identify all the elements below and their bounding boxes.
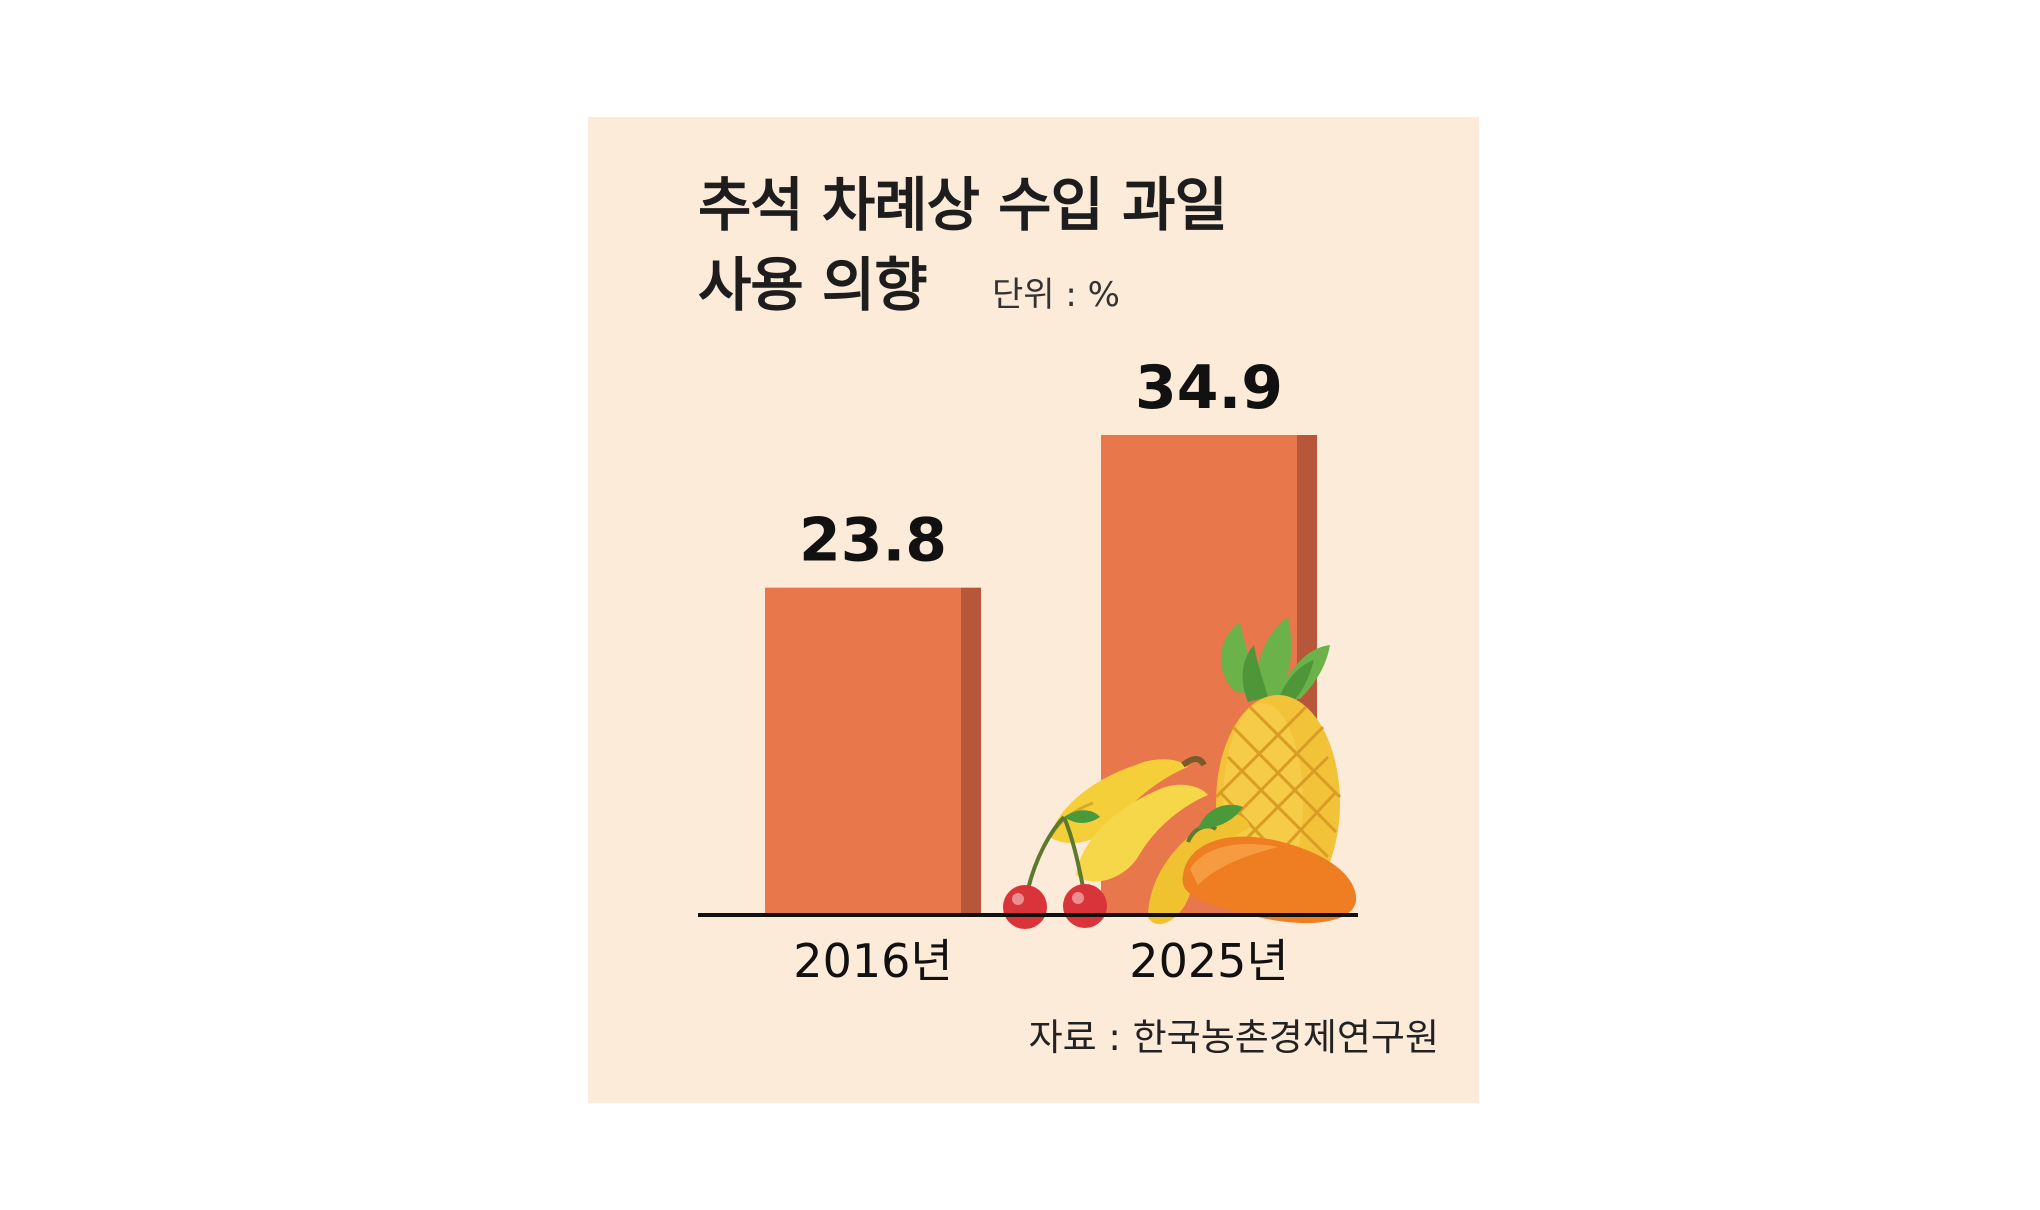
source-note: 자료 : 한국농촌경제연구원 [1028, 1016, 1439, 1059]
bar-side-0 [961, 587, 981, 915]
value-label-0: 23.8 [799, 506, 947, 576]
chart-card: 추석 차례상 수입 과일 사용 의향 단위 : % [588, 117, 1479, 1103]
fruit-illustration [1003, 617, 1357, 929]
value-labels: 23.8 34.9 [799, 353, 1283, 576]
chart-title-line-1: 추석 차례상 수입 과일 [698, 171, 1228, 239]
unit-label: 단위 : % [992, 275, 1120, 315]
bar-0 [765, 587, 961, 915]
x-tick-label-1: 2025년 [1129, 934, 1288, 988]
bar-chart: 2016년 2025년 23.8 34.9 [698, 353, 1358, 988]
chart-title-line-2: 사용 의향 [698, 251, 928, 319]
x-tick-label-0: 2016년 [793, 934, 952, 988]
value-label-1: 34.9 [1135, 353, 1283, 423]
x-tick-labels: 2016년 2025년 [793, 934, 1288, 988]
chart-title: 추석 차례상 수입 과일 사용 의향 [698, 165, 1228, 325]
mango-icon [1182, 804, 1357, 924]
